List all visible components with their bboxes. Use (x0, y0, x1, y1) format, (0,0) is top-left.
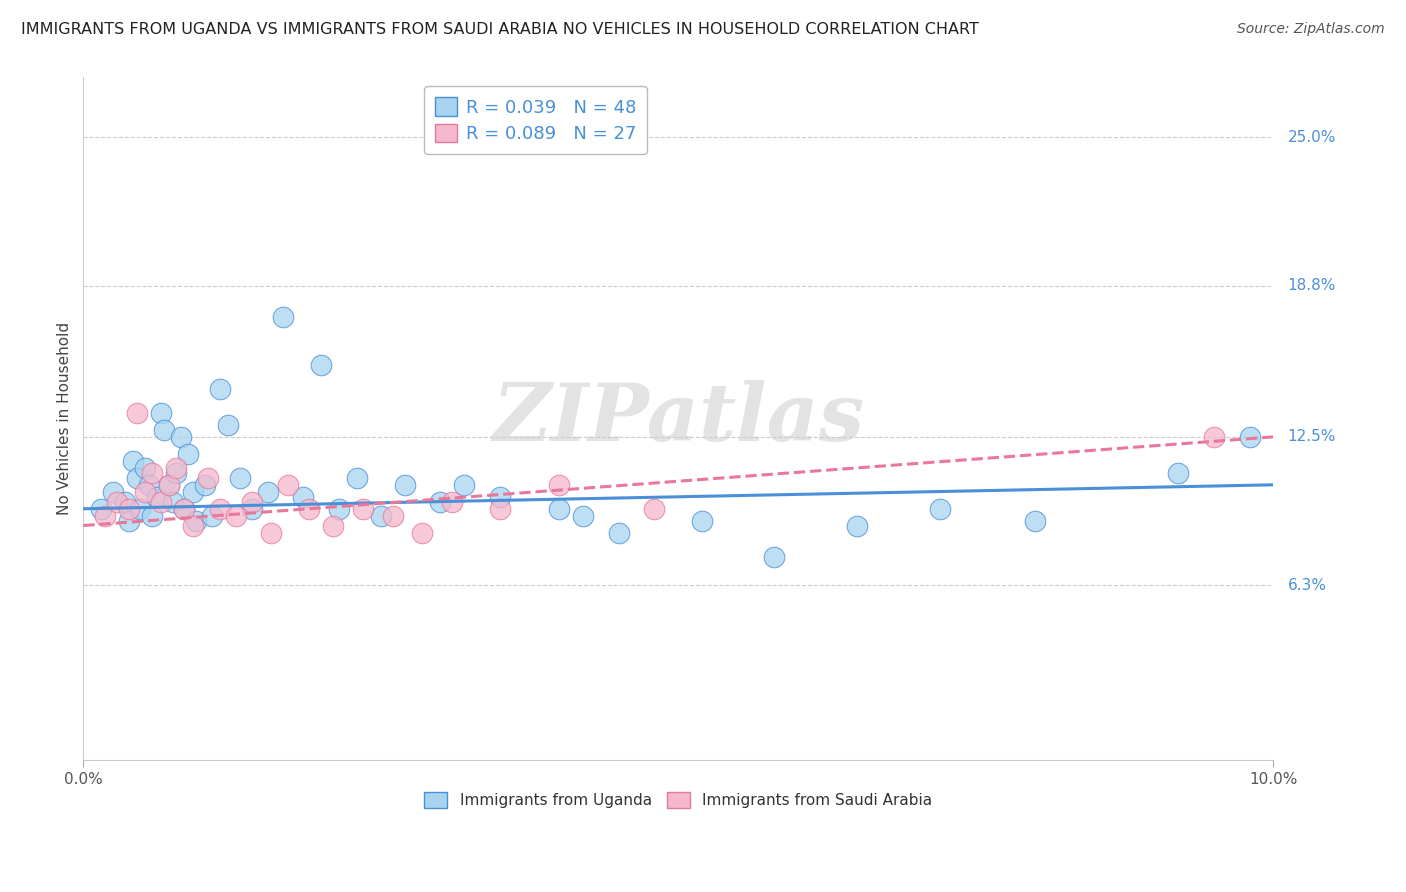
Point (548, 501, 571, 516)
Point (157, 478, 180, 492)
Point (322, 518, 344, 533)
Point (153, 423, 176, 437)
Point (162, 494, 184, 508)
Point (181, 485, 204, 500)
Point (271, 310, 294, 324)
Point (488, 490, 510, 504)
Point (138, 478, 160, 492)
Point (346, 470, 368, 484)
Text: Source: ZipAtlas.com: Source: ZipAtlas.com (1237, 22, 1385, 37)
Text: 6.3%: 6.3% (1288, 578, 1327, 593)
Point (225, 508, 247, 523)
Point (845, 518, 868, 533)
Point (117, 514, 139, 528)
Point (217, 417, 239, 432)
Text: ZIPatlas: ZIPatlas (492, 380, 865, 458)
Point (311, 358, 333, 372)
Point (929, 501, 952, 516)
Point (165, 461, 187, 475)
Point (298, 501, 321, 516)
Point (411, 525, 433, 540)
Point (277, 478, 299, 492)
Point (141, 508, 163, 523)
Point (381, 508, 404, 523)
Point (105, 494, 128, 508)
Point (125, 470, 148, 484)
Point (209, 501, 232, 516)
Point (141, 466, 163, 480)
Point (429, 494, 451, 508)
Point (328, 501, 350, 516)
Point (256, 485, 278, 500)
Point (197, 470, 219, 484)
Point (352, 501, 374, 516)
Point (1167, 466, 1189, 480)
Point (134, 461, 156, 475)
Point (181, 518, 204, 533)
Point (1202, 430, 1225, 444)
Point (762, 549, 785, 564)
Point (173, 501, 195, 516)
Point (114, 494, 136, 508)
Point (165, 466, 187, 480)
Point (129, 501, 152, 516)
Point (173, 501, 195, 516)
Point (149, 406, 172, 420)
Point (177, 447, 200, 461)
Legend: Immigrants from Uganda, Immigrants from Saudi Arabia: Immigrants from Uganda, Immigrants from … (419, 786, 938, 814)
Point (229, 470, 252, 484)
Point (394, 478, 416, 492)
Point (201, 508, 224, 523)
Point (146, 490, 169, 504)
Point (157, 478, 180, 492)
Point (690, 514, 713, 528)
Point (122, 454, 145, 468)
Point (572, 508, 595, 523)
Point (488, 501, 510, 516)
Point (149, 494, 172, 508)
Point (194, 478, 217, 492)
Point (240, 501, 263, 516)
Point (1024, 514, 1046, 528)
Point (90, 501, 112, 516)
Point (117, 501, 139, 516)
Text: 12.5%: 12.5% (1288, 429, 1336, 444)
Point (240, 494, 263, 508)
Point (101, 485, 124, 500)
Point (453, 478, 475, 492)
Text: 25.0%: 25.0% (1288, 130, 1336, 145)
Point (292, 490, 315, 504)
Point (644, 501, 666, 516)
Point (93, 508, 115, 523)
Point (260, 525, 283, 540)
Point (441, 494, 464, 508)
Point (1239, 430, 1261, 444)
Text: 18.8%: 18.8% (1288, 278, 1336, 293)
Point (170, 430, 193, 444)
Point (186, 514, 208, 528)
Y-axis label: No Vehicles in Household: No Vehicles in Household (58, 322, 72, 516)
Point (125, 406, 148, 420)
Text: IMMIGRANTS FROM UGANDA VS IMMIGRANTS FROM SAUDI ARABIA NO VEHICLES IN HOUSEHOLD : IMMIGRANTS FROM UGANDA VS IMMIGRANTS FRO… (21, 22, 979, 37)
Point (209, 382, 232, 396)
Point (548, 478, 571, 492)
Point (134, 485, 156, 500)
Point (607, 525, 630, 540)
Point (370, 508, 392, 523)
